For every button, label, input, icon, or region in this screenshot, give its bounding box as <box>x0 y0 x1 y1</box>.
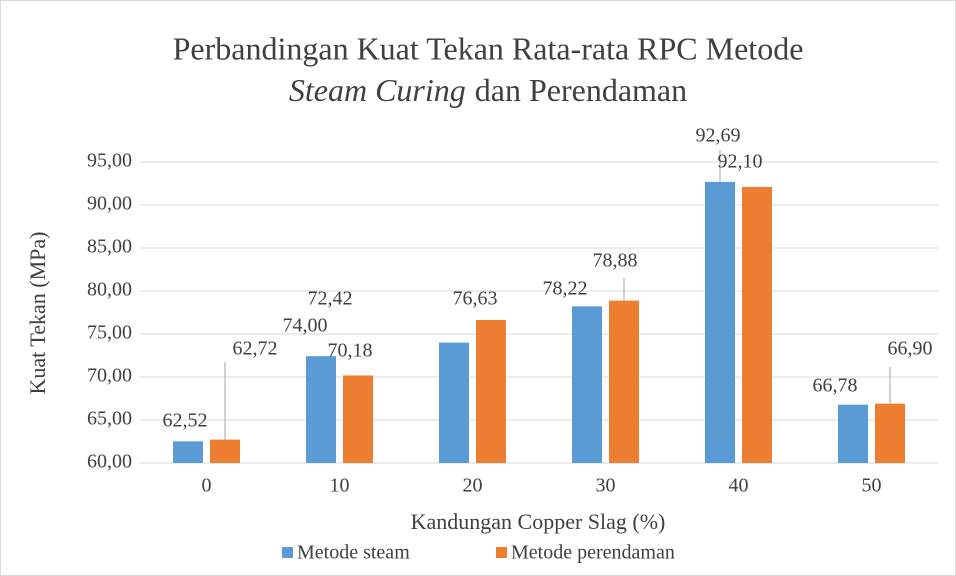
value-label: 66,78 <box>813 375 858 397</box>
x-tick-label: 40 <box>729 475 749 497</box>
bar <box>609 300 639 463</box>
chart-title-2: Steam Curing dan Perendaman <box>289 72 687 108</box>
chart-title: Perbandingan Kuat Tekan Rata-rata RPC Me… <box>173 30 804 66</box>
bar <box>439 342 469 463</box>
x-tick-label: 0 <box>202 475 212 497</box>
legend-swatch <box>282 547 293 558</box>
y-axis-label: Kuat Tekan (MPa) <box>25 231 50 394</box>
x-tick-label: 50 <box>862 475 882 497</box>
bar <box>343 375 373 463</box>
legend-swatch <box>496 547 507 558</box>
bar <box>306 356 336 463</box>
bar <box>875 403 905 463</box>
x-axis-label: Kandungan Copper Slag (%) <box>411 509 666 534</box>
value-label: 92,69 <box>696 125 741 147</box>
bar <box>476 319 506 463</box>
value-label: 70,18 <box>328 340 373 362</box>
x-tick-label: 10 <box>330 475 350 497</box>
y-tick-label: 90,00 <box>87 193 132 215</box>
chart-title-italic: Steam Curing <box>289 72 466 108</box>
bar <box>210 439 240 463</box>
value-label: 72,42 <box>308 288 353 310</box>
y-tick-label: 70,00 <box>87 365 132 387</box>
value-label: 74,00 <box>283 315 328 337</box>
value-label: 78,88 <box>593 250 638 272</box>
bar <box>572 306 602 463</box>
value-label: 76,63 <box>453 288 498 310</box>
value-label: 62,72 <box>233 338 278 360</box>
bar <box>838 404 868 463</box>
y-tick-label: 65,00 <box>87 408 132 430</box>
bar <box>705 181 735 463</box>
y-tick-label: 95,00 <box>87 150 132 172</box>
bar <box>742 186 772 463</box>
value-label: 92,10 <box>718 151 763 173</box>
chart-title-rest: dan Perendaman <box>475 72 687 108</box>
bar <box>173 441 203 463</box>
value-label: 62,52 <box>163 410 208 432</box>
y-tick-label: 75,00 <box>87 322 132 344</box>
y-tick-label: 85,00 <box>87 236 132 258</box>
y-tick-label: 60,00 <box>87 451 132 473</box>
x-tick-label: 30 <box>596 475 616 497</box>
value-label: 66,90 <box>888 338 933 360</box>
legend-label: Metode perendaman <box>511 542 675 564</box>
y-tick-label: 80,00 <box>87 279 132 301</box>
x-tick-label: 20 <box>463 475 483 497</box>
value-label: 78,22 <box>543 278 588 300</box>
legend-label: Metode steam <box>297 542 410 564</box>
